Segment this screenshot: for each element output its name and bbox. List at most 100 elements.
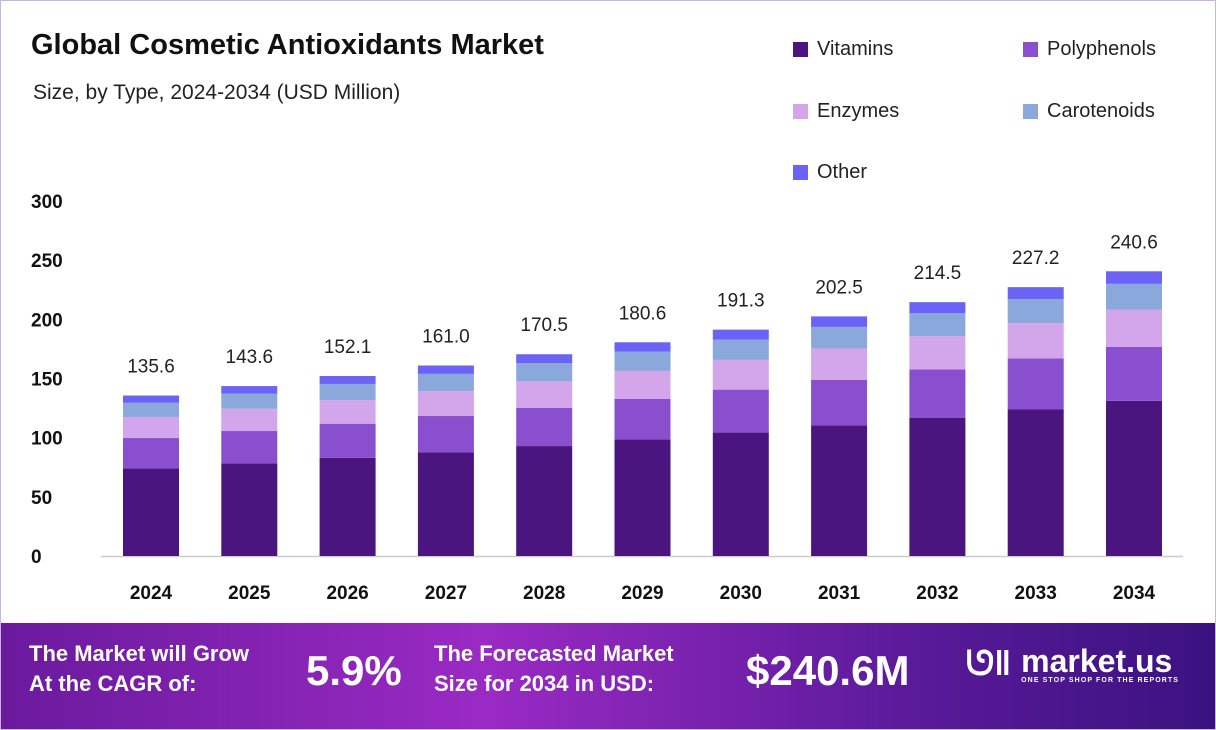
logo-name: market.us xyxy=(1021,643,1173,679)
bar-segment-polyphenols-2034 xyxy=(1106,346,1162,401)
legend-label: Polyphenols xyxy=(1047,38,1156,60)
bar-segment-carotenoids-2026 xyxy=(319,383,376,401)
cagr-label-line2: At the CAGR of: xyxy=(29,671,197,696)
x-tick-label: 2024 xyxy=(130,583,173,604)
bar-segment-vitamins-2024 xyxy=(123,468,179,556)
total-label-2025: 143.6 xyxy=(226,347,274,368)
total-label-2030: 191.3 xyxy=(717,291,765,312)
x-tick-label: 2028 xyxy=(523,583,565,604)
forecast-label-line2: Size for 2034 in USD: xyxy=(434,671,655,696)
legend-swatch xyxy=(793,165,808,180)
bar-segment-vitamins-2033 xyxy=(1007,409,1064,556)
total-label-2031: 202.5 xyxy=(815,277,863,298)
bar-segment-enzymes-2034 xyxy=(1106,309,1162,347)
total-label-2032: 214.5 xyxy=(914,263,962,284)
bar-segment-other-2025 xyxy=(221,386,278,394)
bar-segment-carotenoids-2031 xyxy=(811,326,868,349)
bar-segment-enzymes-2030 xyxy=(712,359,769,390)
x-tick-label: 2025 xyxy=(228,583,271,604)
bar-segment-enzymes-2025 xyxy=(221,408,278,432)
x-tick-label: 2032 xyxy=(916,583,958,604)
bar-segment-vitamins-2025 xyxy=(221,463,278,556)
bar-segment-carotenoids-2025 xyxy=(221,393,278,409)
bar-segment-vitamins-2031 xyxy=(811,425,868,556)
bar-segment-other-2024 xyxy=(123,395,179,403)
bar-segment-enzymes-2032 xyxy=(909,336,966,370)
legend-swatch xyxy=(1023,42,1038,57)
bar-segment-other-2026 xyxy=(319,376,376,384)
bar-segment-vitamins-2028 xyxy=(516,446,573,556)
bar-segment-polyphenols-2027 xyxy=(417,416,474,453)
bar-segment-carotenoids-2033 xyxy=(1007,298,1064,324)
bar-segment-polyphenols-2025 xyxy=(221,431,278,464)
chart-title: Global Cosmetic Antioxidants Market xyxy=(31,29,544,61)
bar-segment-polyphenols-2026 xyxy=(319,423,376,458)
total-label-2026: 152.1 xyxy=(324,337,372,358)
bar-segment-polyphenols-2032 xyxy=(909,369,966,418)
x-tick-label: 2031 xyxy=(818,583,861,604)
bar-segment-polyphenols-2031 xyxy=(811,379,868,426)
total-label-2024: 135.6 xyxy=(127,357,175,378)
bar-segment-vitamins-2027 xyxy=(417,452,474,556)
bar-segment-carotenoids-2032 xyxy=(909,313,966,337)
bar-segment-vitamins-2029 xyxy=(614,439,671,556)
bar-segment-carotenoids-2024 xyxy=(123,402,179,417)
y-tick-label: 50 xyxy=(31,488,52,509)
bar-segment-other-2028 xyxy=(516,354,573,364)
legend-swatch xyxy=(793,104,808,119)
bar-segment-other-2032 xyxy=(909,302,966,314)
bar-segment-vitamins-2026 xyxy=(319,457,376,556)
legend-item-other: Other xyxy=(793,161,867,184)
cagr-value: 5.9% xyxy=(306,647,402,694)
y-tick-label: 300 xyxy=(31,192,63,213)
legend-label: Enzymes xyxy=(817,100,900,122)
total-label-2027: 161.0 xyxy=(422,326,470,347)
bar-segment-enzymes-2033 xyxy=(1007,323,1064,359)
legend-item-carotenoids: Carotenoids xyxy=(1023,100,1155,123)
bar-segment-enzymes-2026 xyxy=(319,400,376,424)
legend-item-enzymes: Enzymes xyxy=(793,100,899,123)
bar-segment-other-2027 xyxy=(417,365,474,374)
total-label-2028: 170.5 xyxy=(520,315,568,336)
bar-chart: 0 50 100 150 200 250 300 135.6 2024 143.6 2025 152.… xyxy=(31,192,1183,604)
y-tick-label: 200 xyxy=(31,310,63,331)
legend-item-vitamins: Vitamins xyxy=(793,38,893,61)
bar-segment-carotenoids-2030 xyxy=(712,339,769,360)
bar-segment-vitamins-2034 xyxy=(1106,400,1162,556)
bar-segment-enzymes-2028 xyxy=(516,381,573,408)
forecast-label-line1: The Forecasted Market xyxy=(434,641,674,666)
chart-subtitle: Size, by Type, 2024-2034 (USD Million) xyxy=(33,81,401,104)
total-label-2034: 240.6 xyxy=(1110,232,1158,253)
bar-segment-enzymes-2024 xyxy=(123,416,179,439)
cagr-label: The Market will Grow At the CAGR of: xyxy=(29,639,249,699)
x-tick-label: 2034 xyxy=(1113,583,1156,604)
logo-tagline: ONE STOP SHOP FOR THE REPORTS xyxy=(1021,677,1180,684)
logo-mark-icon: ᘎ‖ xyxy=(966,645,1012,683)
y-tick-label: 0 xyxy=(31,547,42,568)
y-tick-label: 100 xyxy=(31,429,63,450)
bar-segment-carotenoids-2027 xyxy=(417,373,474,392)
legend-swatch xyxy=(793,42,808,57)
forecast-label: The Forecasted Market Size for 2034 in U… xyxy=(434,639,674,699)
cagr-label-line1: The Market will Grow xyxy=(29,641,250,666)
bar-segment-other-2030 xyxy=(712,329,769,340)
bar-segment-other-2034 xyxy=(1106,271,1162,284)
bar-segment-carotenoids-2028 xyxy=(516,363,573,382)
bar-segment-polyphenols-2028 xyxy=(516,407,573,447)
bar-segment-carotenoids-2034 xyxy=(1106,283,1162,310)
bar-segment-polyphenols-2024 xyxy=(123,438,179,469)
bar-segment-vitamins-2032 xyxy=(909,417,966,556)
bar-segment-carotenoids-2029 xyxy=(614,351,671,371)
x-tick-label: 2033 xyxy=(1015,583,1057,604)
bar-segment-polyphenols-2033 xyxy=(1007,358,1064,410)
legend-swatch xyxy=(1023,104,1038,119)
y-tick-label: 250 xyxy=(31,251,63,272)
total-label-2033: 227.2 xyxy=(1012,248,1060,269)
bar-segment-vitamins-2030 xyxy=(712,432,769,556)
bar-segment-other-2033 xyxy=(1007,287,1064,299)
x-tick-label: 2026 xyxy=(326,583,368,604)
bar-segment-other-2031 xyxy=(811,316,868,327)
legend-label: Vitamins xyxy=(817,38,894,60)
bar-segment-enzymes-2027 xyxy=(417,391,474,417)
